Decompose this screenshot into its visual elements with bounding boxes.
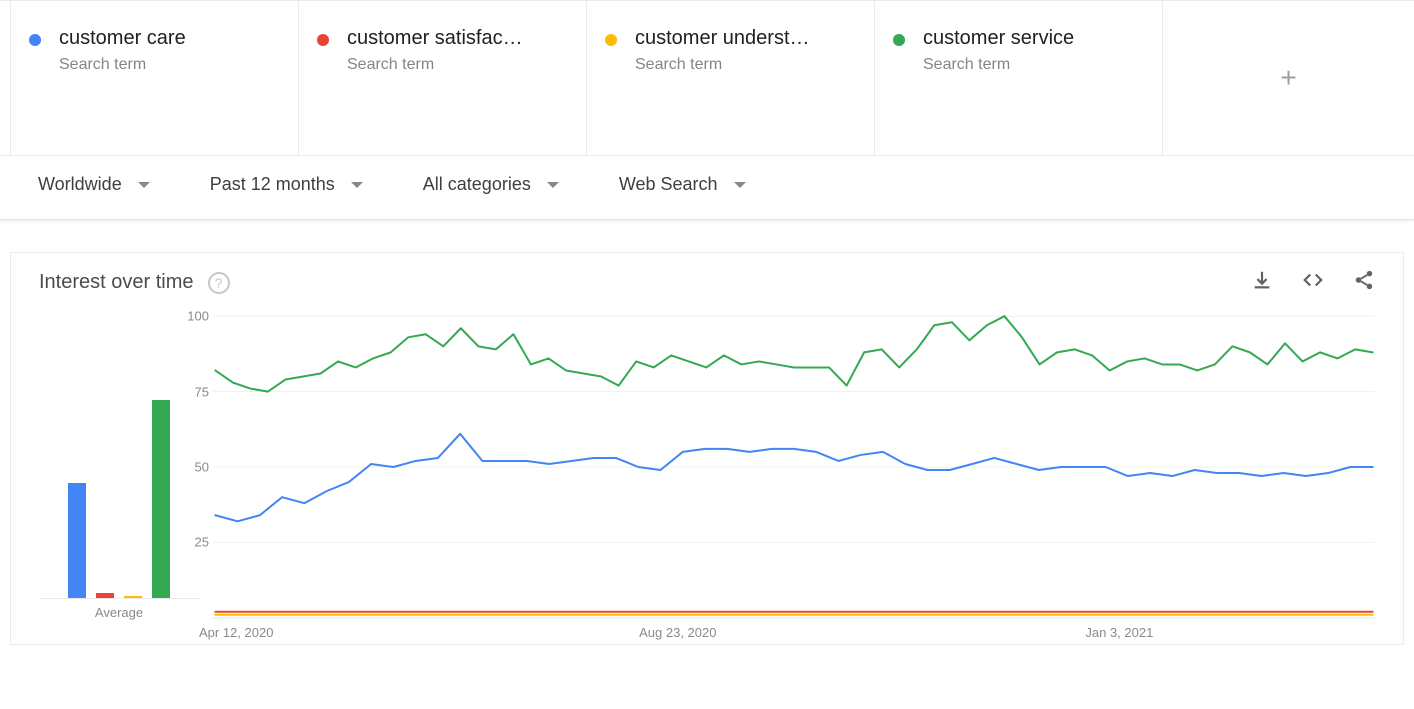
average-bar [96, 593, 114, 598]
chart-series-line [215, 316, 1372, 391]
chevron-down-icon [547, 182, 559, 188]
y-axis-tick-label: 25 [195, 535, 209, 550]
filter-region-label: Worldwide [38, 174, 122, 195]
filter-row: Worldwide Past 12 months All categories … [0, 156, 1414, 220]
term-label: customer underst… [635, 27, 810, 50]
y-axis-tick-label: 100 [187, 309, 209, 324]
term-text: customer service Search term [923, 27, 1074, 74]
chart-title: Interest over time [39, 271, 194, 294]
term-card[interactable]: customer service Search term [875, 1, 1163, 155]
average-bar [124, 596, 142, 598]
chart-body: Average 255075100Apr 12, 2020Aug 23, 202… [11, 304, 1403, 644]
term-card[interactable]: customer satisfac… Search term [299, 1, 587, 155]
filter-time[interactable]: Past 12 months [210, 174, 363, 195]
x-axis-tick-label: Apr 12, 2020 [199, 625, 273, 640]
filter-category-label: All categories [423, 174, 531, 195]
download-icon[interactable] [1251, 269, 1273, 296]
filter-search-type[interactable]: Web Search [619, 174, 746, 195]
comparison-terms-row: customer careSearch termcustomer satisfa… [0, 0, 1414, 156]
chart-actions [1251, 269, 1375, 296]
plus-icon: + [1280, 62, 1296, 94]
line-chart: 255075100Apr 12, 2020Aug 23, 2020Jan 3, … [213, 314, 1375, 620]
term-label: customer care [59, 27, 186, 50]
x-axis-tick-label: Jan 3, 2021 [1085, 625, 1153, 640]
x-axis-tick-label: Aug 23, 2020 [639, 625, 716, 640]
term-color-dot [317, 34, 329, 46]
chart-header: Interest over time ? [11, 253, 1403, 304]
average-panel: Average [39, 314, 199, 620]
interest-over-time-card: Interest over time ? [10, 252, 1404, 645]
term-label: customer satisfac… [347, 27, 523, 50]
filter-search-type-label: Web Search [619, 174, 718, 195]
filter-time-label: Past 12 months [210, 174, 335, 195]
average-bar [152, 400, 170, 598]
embed-icon[interactable] [1301, 269, 1325, 296]
term-color-dot [893, 34, 905, 46]
term-label: customer service [923, 27, 1074, 50]
average-label: Average [39, 605, 199, 620]
term-text: customer care Search term [59, 27, 186, 74]
help-icon[interactable]: ? [208, 272, 230, 294]
chevron-down-icon [138, 182, 150, 188]
chevron-down-icon [734, 182, 746, 188]
y-axis-tick-label: 75 [195, 384, 209, 399]
chart-series-line [215, 434, 1372, 521]
term-subtitle: Search term [347, 56, 523, 74]
term-subtitle: Search term [635, 56, 810, 74]
term-subtitle: Search term [59, 56, 186, 74]
share-icon[interactable] [1353, 269, 1375, 296]
term-color-dot [605, 34, 617, 46]
term-subtitle: Search term [923, 56, 1074, 74]
term-text: customer underst… Search term [635, 27, 810, 74]
average-bar [68, 483, 86, 598]
average-bars [39, 314, 199, 599]
term-text: customer satisfac… Search term [347, 27, 523, 74]
add-comparison-button[interactable]: + [1163, 1, 1414, 155]
term-card[interactable]: customer care Search term [10, 1, 299, 155]
filter-category[interactable]: All categories [423, 174, 559, 195]
line-chart-svg [213, 314, 1375, 620]
y-axis-tick-label: 50 [195, 460, 209, 475]
chevron-down-icon [351, 182, 363, 188]
filter-region[interactable]: Worldwide [38, 174, 150, 195]
term-card[interactable]: customer underst… Search term [587, 1, 875, 155]
term-color-dot [29, 34, 41, 46]
